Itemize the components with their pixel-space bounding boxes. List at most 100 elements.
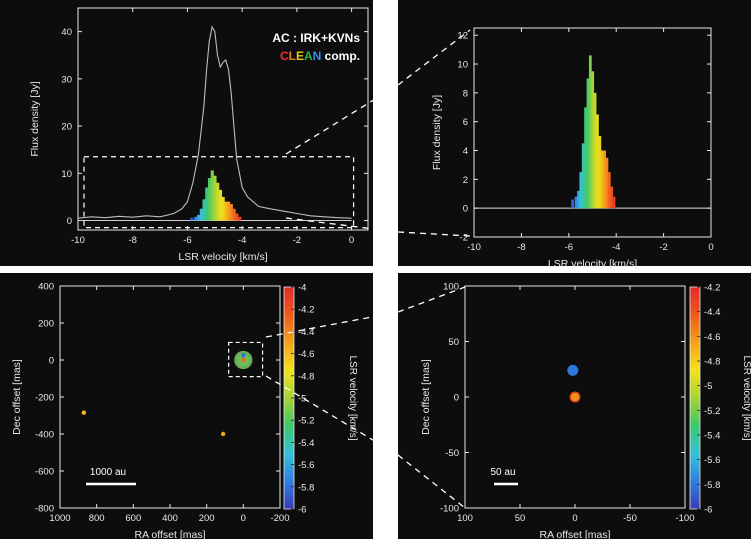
x-tick-label: -10 <box>71 235 85 246</box>
legend-clean-letter: L <box>289 49 296 63</box>
panel-background <box>398 0 751 266</box>
x-axis-label: LSR velocity [km/s] <box>178 251 267 263</box>
y-tick-label: 100 <box>443 282 459 293</box>
scale-bar-label: 1000 au <box>90 467 126 478</box>
y-tick-label: 30 <box>61 74 72 85</box>
clean-component-bar <box>238 216 242 221</box>
x-tick-label: -10 <box>467 242 481 253</box>
y-axis-label: Flux density [Jy] <box>431 95 443 170</box>
x-tick-label: -4 <box>238 235 246 246</box>
y-tick-label: 0 <box>463 204 468 215</box>
clean-component-bar <box>202 199 206 221</box>
x-tick-label: 1000 <box>49 513 70 524</box>
clean-component-bar <box>579 172 583 209</box>
colorbar-tick-label: -4.6 <box>704 332 720 343</box>
colorbar-tick-label: -5 <box>704 381 712 392</box>
x-tick-label: -2 <box>659 242 667 253</box>
colorbar-tick-label: -4.2 <box>298 305 314 316</box>
y-tick-label: -200 <box>35 393 54 404</box>
x-tick-label: 0 <box>241 513 246 524</box>
clean-component-bar <box>603 150 606 209</box>
clean-component-bar <box>598 136 602 209</box>
y-tick-label: -50 <box>445 448 459 459</box>
zoom-connector-line <box>397 29 471 86</box>
clean-component-bar <box>612 196 616 209</box>
colorbar-tick-label: -5.8 <box>298 482 314 493</box>
clean-component-bar <box>584 107 587 209</box>
panel-background <box>0 273 373 539</box>
legend-comp-text: comp. <box>321 49 360 63</box>
y-tick-label: 6 <box>463 117 468 128</box>
colorbar-tick-label: -6 <box>704 505 712 516</box>
clean-component-bar <box>588 55 592 209</box>
clean-component-bar <box>596 114 599 209</box>
axes-frame <box>473 27 712 238</box>
clean-component-bar <box>577 190 580 209</box>
y-tick-label: 0 <box>454 393 459 404</box>
clean-component-bar <box>586 78 590 209</box>
clean-component-bar <box>235 213 239 221</box>
zoom-region-box <box>228 341 264 378</box>
legend-clean-letter: E <box>296 49 304 63</box>
y-tick-label: 50 <box>448 337 459 348</box>
clean-component-bar <box>607 172 611 209</box>
clean-component-bar <box>218 189 223 221</box>
legend-line-2: CLEAN comp. <box>280 49 360 63</box>
x-tick-label: 50 <box>515 513 526 524</box>
clean-component-bar <box>224 201 228 221</box>
zoom-connector-line <box>265 375 399 456</box>
x-tick-label: 100 <box>457 513 473 524</box>
x-tick-label: 0 <box>708 242 713 253</box>
zoom-connector-lines <box>265 29 471 509</box>
y-axis-label: Dec offset [mas] <box>11 359 23 435</box>
clean-component-bar <box>207 178 212 221</box>
colorbar-label: LSR velocity [km/s] <box>741 355 751 440</box>
clean-component-bar <box>197 214 201 221</box>
colorbar-tick-label: -4.4 <box>704 307 720 318</box>
x-tick-label: 0 <box>572 513 577 524</box>
x-tick-label: -50 <box>623 513 637 524</box>
y-tick-label: 4 <box>463 146 468 157</box>
y-tick-label: 20 <box>61 122 72 133</box>
spectrum-line <box>77 25 352 219</box>
y-tick-label: 0 <box>49 356 54 367</box>
colorbar-tick-label: -5.4 <box>298 438 314 449</box>
clean-component-bar <box>591 71 595 209</box>
colorbar <box>689 286 701 510</box>
zoom-connector-line <box>397 454 466 509</box>
x-axis-label: RA offset [mas] <box>134 529 205 539</box>
y-tick-label: 8 <box>463 88 468 99</box>
clean-component-bar <box>229 204 233 221</box>
x-tick-label: -8 <box>517 242 525 253</box>
x-tick-label: -200 <box>270 513 289 524</box>
x-tick-label: -6 <box>183 235 191 246</box>
y-axis-label: Flux density [Jy] <box>29 81 41 156</box>
clean-component-bar <box>210 170 214 221</box>
clean-component-bar <box>610 186 614 209</box>
colorbar-tick-label: -6 <box>298 505 306 516</box>
clean-component-bar <box>600 150 604 209</box>
clean-component-bar <box>216 182 220 221</box>
clean-component-bar <box>205 187 209 221</box>
x-tick-label: 0 <box>349 235 354 246</box>
y-axis-label: Dec offset [mas] <box>420 359 432 435</box>
maser-spot <box>241 353 246 358</box>
spectrum-panel-full: -10 -8 -6 -4 -2 0 0 10 20 30 40 LSR velocity [km/s]… <box>0 0 373 266</box>
colorbar-tick-label: -5.6 <box>298 460 314 471</box>
zoom-connector-line <box>397 231 471 237</box>
x-axis-label: LSR velocity [km/s] <box>548 258 637 270</box>
x-tick-label: -100 <box>675 513 694 524</box>
legend-line-1: AC : IRK+KVNs <box>272 31 360 45</box>
clean-component-bar <box>221 196 225 221</box>
clean-component-bar <box>194 216 198 221</box>
x-axis-label: RA offset [mas] <box>539 529 610 539</box>
y-tick-label: -2 <box>460 233 468 244</box>
maser-spot <box>241 357 246 363</box>
colorbar-tick-label: -5.6 <box>704 455 720 466</box>
x-tick-label: -8 <box>128 235 136 246</box>
x-tick-label: -6 <box>565 242 573 253</box>
clean-component-bar <box>199 208 203 221</box>
clean-component-bar <box>593 92 597 209</box>
legend-clean-letter: A <box>304 49 313 63</box>
